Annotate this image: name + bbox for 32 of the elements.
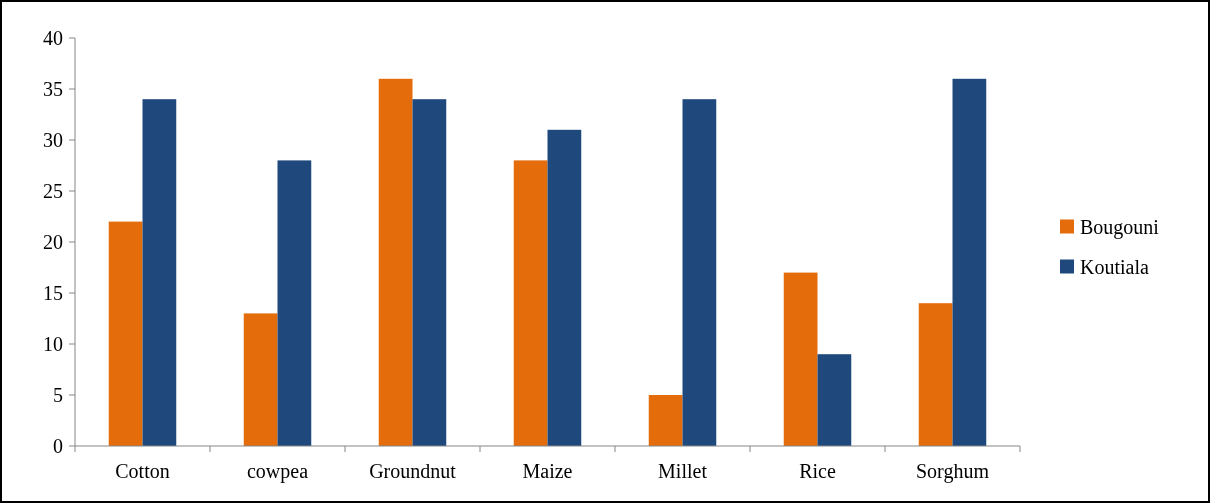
x-tick-label: Sorghum	[916, 460, 990, 483]
x-tick-label: cowpea	[246, 460, 309, 483]
bar	[547, 129, 582, 446]
bar	[243, 313, 278, 446]
y-tick-label: 35	[43, 78, 63, 100]
y-tick-label: 40	[43, 27, 63, 49]
bar	[682, 99, 717, 446]
bar	[783, 272, 818, 446]
y-tick-label: 5	[53, 384, 63, 406]
bar	[142, 99, 177, 446]
bar	[513, 160, 548, 446]
legend-label: Koutiala	[1080, 255, 1149, 278]
bar	[648, 395, 683, 446]
bar	[918, 303, 953, 446]
x-tick-label: Groundnut	[369, 460, 457, 482]
x-tick-label: Maize	[522, 460, 573, 482]
y-tick-label: 30	[43, 129, 63, 151]
bar	[412, 99, 447, 446]
y-tick-label: 10	[43, 333, 63, 355]
x-tick-label: Millet	[658, 460, 708, 482]
bar	[817, 354, 852, 446]
bar	[277, 160, 312, 446]
x-tick-label: Rice	[799, 460, 836, 482]
y-tick-label: 25	[43, 180, 63, 202]
y-tick-label: 0	[53, 435, 63, 457]
x-tick-label: Cotton	[115, 460, 170, 482]
bar	[378, 78, 413, 446]
y-tick-label: 20	[43, 231, 63, 253]
y-tick-label: 15	[43, 282, 63, 304]
bar	[108, 221, 143, 446]
legend-label: Bougouni	[1080, 215, 1160, 239]
bar	[952, 78, 987, 446]
